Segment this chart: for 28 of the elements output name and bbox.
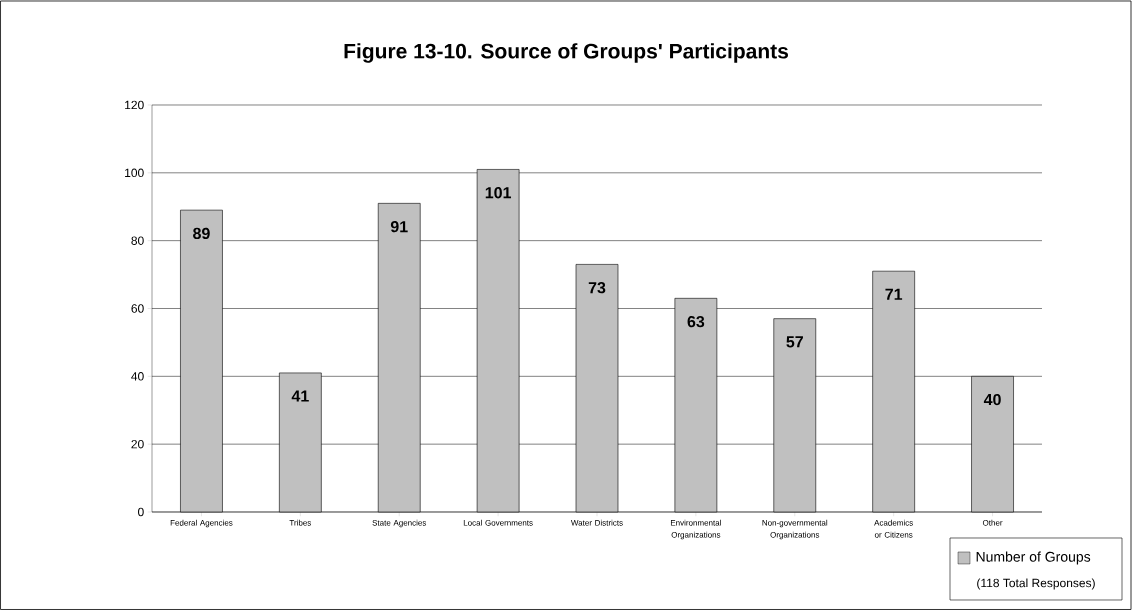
data-label: 40 [983, 393, 1001, 406]
data-label: 41 [291, 390, 309, 402]
x-tick-label: Local Governments [463, 519, 533, 526]
y-tick-label: 120 [125, 100, 144, 110]
data-label: 73 [588, 282, 606, 294]
y-tick-label: 60 [131, 304, 144, 313]
x-tick-label: State Agencies [372, 519, 427, 528]
x-tick-label: Non-governmental Organizations [762, 519, 828, 540]
data-label: 63 [687, 315, 705, 328]
data-label: 91 [390, 220, 408, 233]
x-tick-label: Academics or Citizens [874, 519, 913, 538]
x-tick-label: Tribes [289, 519, 312, 526]
data-label: 71 [885, 288, 903, 300]
data-label: 101 [485, 187, 512, 199]
y-tick-label: 0 [138, 507, 144, 517]
x-tick-label: Other [982, 519, 1003, 526]
y-tick-label: 40 [131, 372, 144, 381]
y-tick-label: 80 [131, 236, 144, 245]
chart-title: Figure 13-10. Source of Groups' Participants [344, 43, 788, 63]
data-label: 89 [193, 227, 210, 240]
x-tick-label: Water Districts [570, 519, 623, 526]
x-tick-label: Environmental Organizations [670, 519, 721, 540]
y-tick-label: 20 [131, 439, 144, 449]
x-tick-label: Federal Agencies [170, 519, 233, 528]
text: (118 Total Responses) [977, 578, 1095, 590]
y-tick-label: 100 [125, 168, 144, 178]
legend-label: Number of Groups [976, 551, 1091, 565]
data-label: 57 [786, 336, 803, 348]
